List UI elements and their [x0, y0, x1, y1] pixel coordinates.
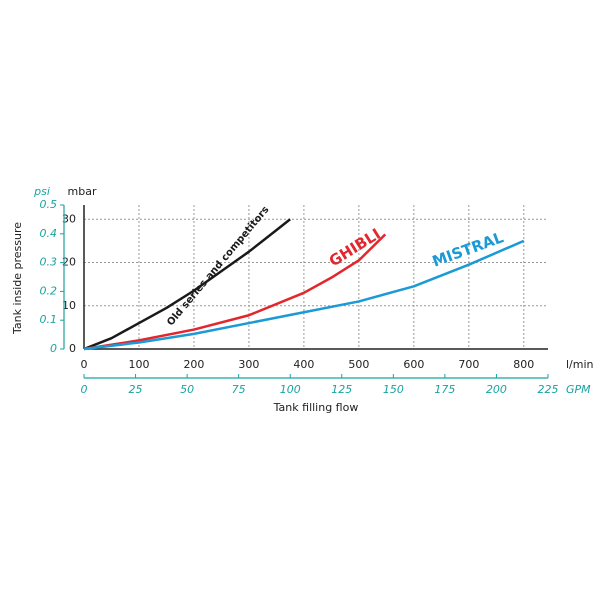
x2-tick-label: 125 — [331, 383, 352, 396]
x-tick-label: 300 — [238, 358, 259, 371]
x-tick-label: 400 — [293, 358, 314, 371]
x2-tick-label: 75 — [232, 383, 246, 396]
y-tick-label: 20 — [62, 256, 76, 269]
line-series — [83, 218, 291, 351]
series-label: Old series and competitors — [165, 204, 271, 328]
line-series — [83, 239, 525, 351]
y2-tick-label: 0.5 — [40, 198, 58, 211]
y-tick-label: 0 — [69, 342, 76, 355]
x-axis-title: Tank filling flow — [273, 401, 359, 414]
y-tick-label: 30 — [62, 212, 76, 225]
x-tick-label: 800 — [513, 358, 534, 371]
x-unit: l/min — [566, 358, 594, 371]
y-axis-title: Tank inside pressure — [11, 222, 24, 335]
y2-tick-label: 0.2 — [40, 284, 58, 297]
y2-tick-label: 0.3 — [40, 256, 58, 269]
x2-tick-label: 0 — [81, 383, 88, 396]
x2-tick-label: 200 — [486, 383, 507, 396]
x2-unit: GPM — [566, 383, 591, 396]
y-unit: mbar — [68, 185, 97, 198]
y2-tick-label: 0.1 — [40, 313, 58, 326]
y-tick-label: 10 — [62, 299, 76, 312]
y2-tick-label: 0 — [50, 342, 57, 355]
x2-tick-label: 150 — [383, 383, 404, 396]
x2-tick-label: 25 — [129, 383, 143, 396]
x2-tick-label: 100 — [280, 383, 301, 396]
y2-unit: psi — [33, 185, 50, 198]
x-tick-label: 700 — [458, 358, 479, 371]
x-tick-label: 600 — [403, 358, 424, 371]
x-tick-label: 100 — [128, 358, 149, 371]
x2-tick-label: 175 — [434, 383, 455, 396]
x-tick-label: 500 — [348, 358, 369, 371]
x-tick-label: 0 — [81, 358, 88, 371]
x2-tick-label: 50 — [180, 383, 194, 396]
x2-tick-label: 225 — [538, 383, 559, 396]
line-series — [83, 233, 387, 351]
y2-tick-label: 0.4 — [40, 227, 58, 240]
x-tick-label: 200 — [183, 358, 204, 371]
